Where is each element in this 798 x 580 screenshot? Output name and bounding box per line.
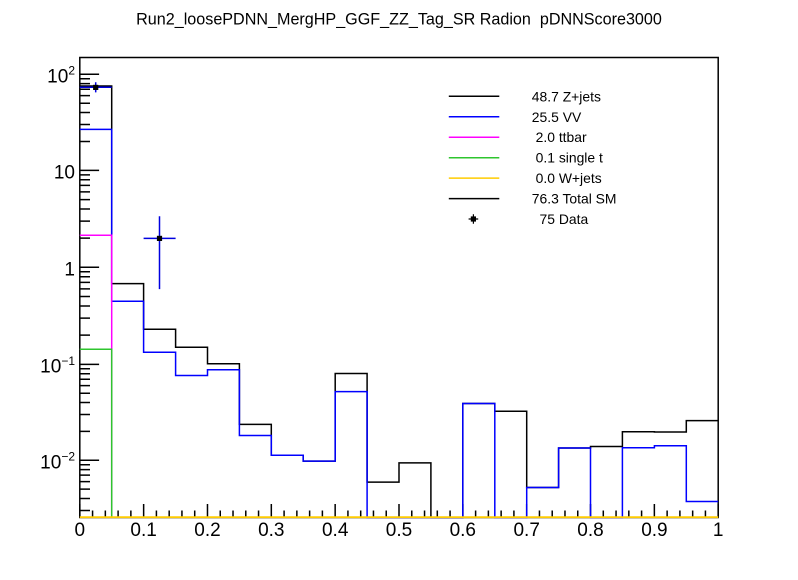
svg-text:0.8: 0.8 [577, 520, 603, 541]
svg-text:1: 1 [713, 520, 724, 541]
svg-text:75 Data: 75 Data [532, 211, 589, 227]
svg-text:10: 10 [54, 162, 75, 183]
svg-text:0.7: 0.7 [513, 520, 539, 541]
svg-text:1: 1 [64, 259, 75, 280]
svg-text:0.3: 0.3 [258, 520, 284, 541]
svg-text:Run2_loosePDNN_MergHP_GGF_ZZ_T: Run2_loosePDNN_MergHP_GGF_ZZ_Tag_SR Radi… [136, 11, 662, 29]
svg-text:2.0 ttbar: 2.0 ttbar [532, 129, 587, 145]
svg-text:102: 102 [47, 64, 75, 88]
svg-text:0.9: 0.9 [641, 520, 667, 541]
svg-text:25.5 VV: 25.5 VV [532, 109, 582, 125]
svg-text:0.4: 0.4 [322, 520, 349, 541]
svg-text:0.1: 0.1 [130, 520, 156, 541]
svg-text:48.7 Z+jets: 48.7 Z+jets [532, 88, 601, 104]
svg-text:76.3 Total SM: 76.3 Total SM [532, 191, 617, 207]
svg-text:0.2: 0.2 [194, 520, 220, 541]
svg-text:0: 0 [75, 520, 86, 541]
svg-text:0.5: 0.5 [386, 520, 412, 541]
svg-text:0.1 single t: 0.1 single t [532, 150, 603, 166]
svg-text:0.6: 0.6 [450, 520, 476, 541]
svg-text:0.0 W+jets: 0.0 W+jets [532, 170, 602, 186]
